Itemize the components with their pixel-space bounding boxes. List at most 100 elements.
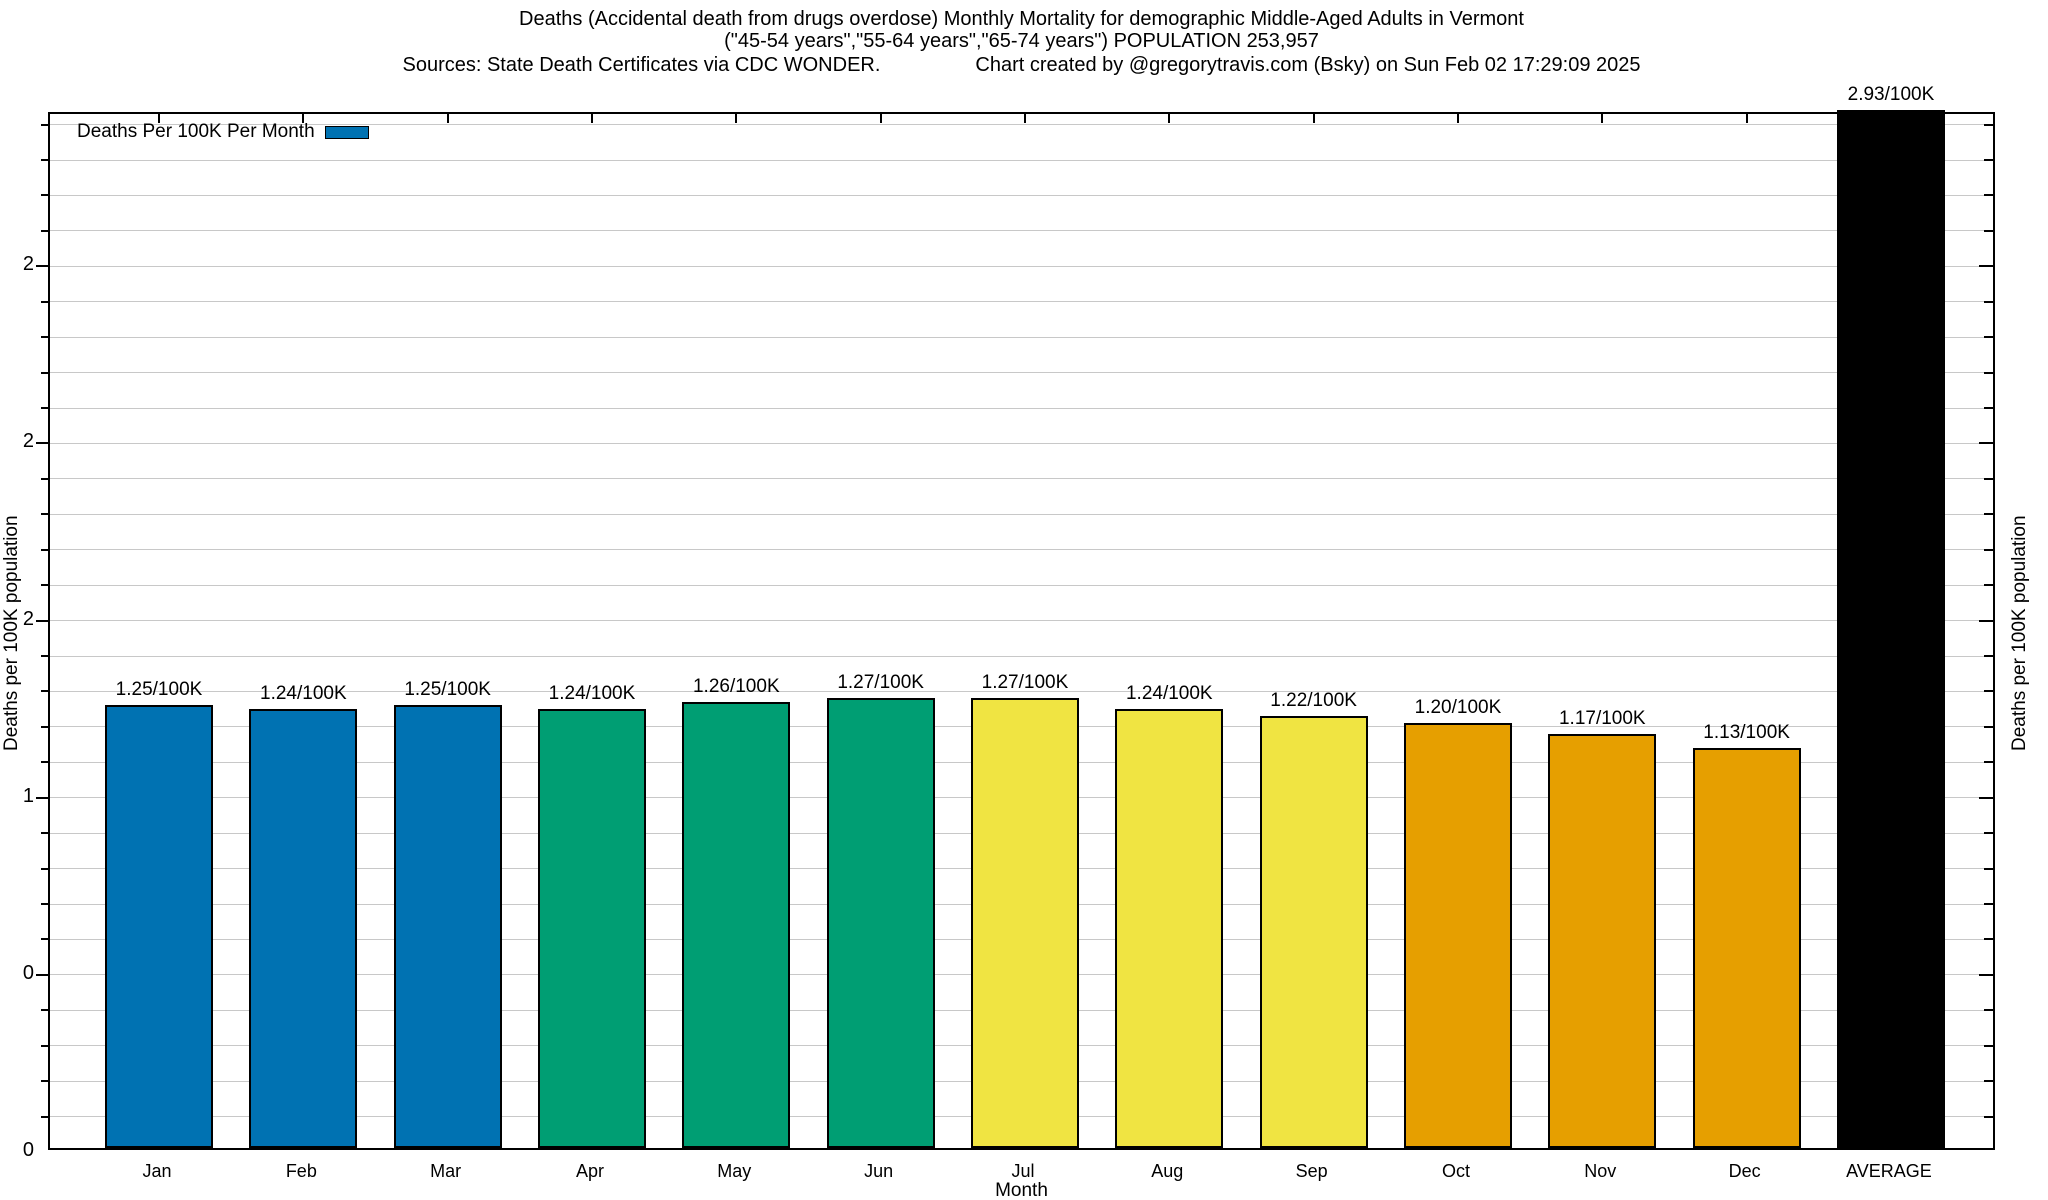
x-tick-mark <box>735 114 738 123</box>
y-tick-mark <box>41 1080 49 1083</box>
y-tick-mark <box>41 690 49 693</box>
y-tick-mark <box>1979 265 1993 268</box>
y-tick-mark <box>41 1044 49 1047</box>
y-tick-mark <box>1984 548 1993 551</box>
y-tick-mark <box>1979 619 1993 622</box>
y-tick-mark <box>1984 584 1993 587</box>
bar-value-label-mar: 1.25/100K <box>404 679 491 701</box>
bar-jul <box>970 698 1079 1148</box>
x-category-label-jul: Jul <box>1011 1161 1035 1181</box>
y-tick-mark <box>36 619 49 622</box>
h-gridline <box>50 442 1993 444</box>
y-tick-mark <box>41 229 49 232</box>
h-gridline <box>50 336 1993 338</box>
h-gridline <box>50 620 1993 622</box>
bar-jun <box>826 698 935 1148</box>
x-category-label-jan: Jan <box>142 1161 172 1181</box>
y-tick-mark <box>1984 513 1993 516</box>
y-tick-mark <box>1984 477 1993 480</box>
y-tick-mark <box>41 938 49 941</box>
h-gridline <box>50 124 1993 126</box>
h-gridline <box>50 372 1993 374</box>
bar-value-label-jan: 1.25/100K <box>115 679 203 701</box>
x-category-label-feb: Feb <box>285 1161 317 1181</box>
h-gridline <box>50 407 1993 409</box>
y-tick-mark <box>1984 690 1993 693</box>
sources-note: Sources: State Death Certificates via CD… <box>402 54 881 76</box>
x-tick-mark <box>302 114 305 123</box>
bar-average <box>1836 110 1945 1148</box>
bar-value-label-may: 1.26/100K <box>692 675 780 697</box>
y-tick-mark <box>41 371 49 374</box>
y-tick-label: 0 <box>22 961 34 984</box>
bar-value-label-nov: 1.17/100K <box>1558 707 1646 729</box>
x-tick-mark <box>158 114 160 123</box>
x-category-label-average: AVERAGE <box>1846 1161 1932 1181</box>
credit-note: Chart created by @gregorytravis.com (Bsk… <box>975 54 1641 76</box>
h-gridline <box>50 549 1993 551</box>
h-gridline <box>50 690 1993 692</box>
y-tick-mark <box>41 1009 49 1012</box>
bar-value-label-aug: 1.24/100K <box>1125 682 1213 704</box>
h-gridline <box>50 265 1993 267</box>
y-tick-mark <box>41 300 49 303</box>
h-gridline <box>50 655 1993 657</box>
x-tick-mark <box>590 114 593 123</box>
x-tick-mark <box>1023 114 1026 123</box>
y-tick-mark <box>36 442 49 445</box>
bar-aug <box>1115 708 1224 1148</box>
y-tick-mark <box>41 1115 49 1118</box>
y-tick-mark <box>41 725 49 728</box>
y-tick-mark <box>1984 123 1993 126</box>
chart-title-line1: Deaths (Accidental death from drugs over… <box>519 8 1524 30</box>
y-tick-mark <box>41 477 49 480</box>
y-tick-label: 2 <box>22 430 34 453</box>
y-tick-mark <box>1979 973 1993 976</box>
bar-apr <box>537 708 646 1148</box>
y-tick-mark <box>1984 1080 1993 1083</box>
x-tick-mark <box>446 114 449 123</box>
h-gridline <box>50 194 1993 196</box>
plot-area: 1.25/100K 1.24/100K 1.25/100K 1.24/100K 1.26… <box>36 84 1995 1150</box>
bar-value-label-oct: 1.20/100K <box>1414 696 1502 718</box>
y-tick-mark <box>1984 903 1993 905</box>
y-tick-mark <box>41 761 49 764</box>
y-tick-mark <box>36 265 49 268</box>
y-tick-mark <box>41 194 49 197</box>
y-tick-mark <box>36 973 49 976</box>
legend: Deaths Per 100K Per Month <box>77 121 369 143</box>
y-tick-mark <box>41 655 49 658</box>
y-tick-mark <box>1984 194 1993 197</box>
h-gridline <box>50 230 1993 232</box>
bar-value-label-jun: 1.27/100K <box>837 672 924 694</box>
y-tick-mark <box>41 867 49 870</box>
y-tick-mark <box>1984 229 1993 232</box>
x-tick-mark <box>1745 114 1748 123</box>
y-tick-mark <box>1984 1009 1993 1012</box>
h-gridline <box>50 159 1993 161</box>
bar-sep <box>1259 715 1368 1148</box>
x-category-label-may: May <box>717 1161 752 1181</box>
bar-value-label-dec: 1.13/100K <box>1703 721 1790 743</box>
y-tick-mark <box>1984 725 1993 728</box>
y-axis-title-left: Deaths per 100K population <box>1 515 22 751</box>
x-category-label-apr: Apr <box>575 1161 604 1181</box>
y-tick-mark <box>41 513 49 516</box>
y-tick-mark <box>41 832 49 835</box>
x-tick-mark <box>1456 114 1459 123</box>
y-tick-mark <box>41 407 49 410</box>
bar-value-label-average: 2.93/100K <box>1847 84 1935 105</box>
x-category-label-aug: Aug <box>1151 1161 1184 1181</box>
bar-dec <box>1692 747 1801 1148</box>
bar-may <box>682 701 791 1148</box>
y-tick-mark <box>1984 1115 1993 1118</box>
y-tick-mark <box>1984 938 1993 941</box>
bar-value-label-apr: 1.24/100K <box>548 682 636 704</box>
y-tick-mark <box>1984 832 1993 835</box>
y-tick-mark <box>1984 761 1993 764</box>
bar-value-label-jul: 1.27/100K <box>981 672 1069 694</box>
bar-mar <box>393 705 502 1148</box>
h-gridline <box>50 478 1993 480</box>
h-gridline <box>50 584 1993 586</box>
